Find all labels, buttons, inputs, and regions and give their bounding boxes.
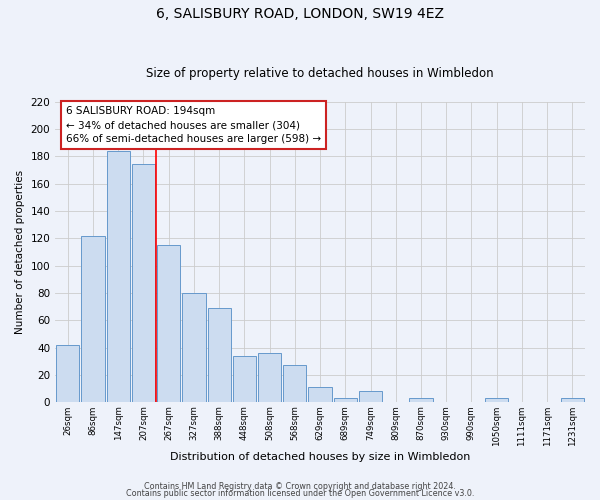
Bar [56,345,79,403]
Text: 6 SALISBURY ROAD: 194sqm
← 34% of detached houses are smaller (304)
66% of semi-: 6 SALISBURY ROAD: 194sqm ← 34% of detach… [66,106,321,144]
Text: 6, SALISBURY ROAD, LONDON, SW19 4EZ: 6, SALISBURY ROAD, LONDON, SW19 4EZ [156,8,444,22]
Bar [107,150,130,402]
Bar [485,398,508,402]
Text: Contains HM Land Registry data © Crown copyright and database right 2024.: Contains HM Land Registry data © Crown c… [144,482,456,491]
Bar [182,293,206,403]
Bar [208,308,231,402]
X-axis label: Distribution of detached houses by size in Wimbledon: Distribution of detached houses by size … [170,452,470,462]
Bar [308,388,332,402]
Bar [233,356,256,403]
Bar [283,366,307,403]
Bar [359,392,382,402]
Bar [258,353,281,403]
Bar [334,398,357,402]
Title: Size of property relative to detached houses in Wimbledon: Size of property relative to detached ho… [146,66,494,80]
Y-axis label: Number of detached properties: Number of detached properties [15,170,25,334]
Bar [157,245,181,402]
Bar [409,398,433,402]
Text: Contains public sector information licensed under the Open Government Licence v3: Contains public sector information licen… [126,489,474,498]
Bar [132,164,155,402]
Bar [82,236,104,402]
Bar [561,398,584,402]
